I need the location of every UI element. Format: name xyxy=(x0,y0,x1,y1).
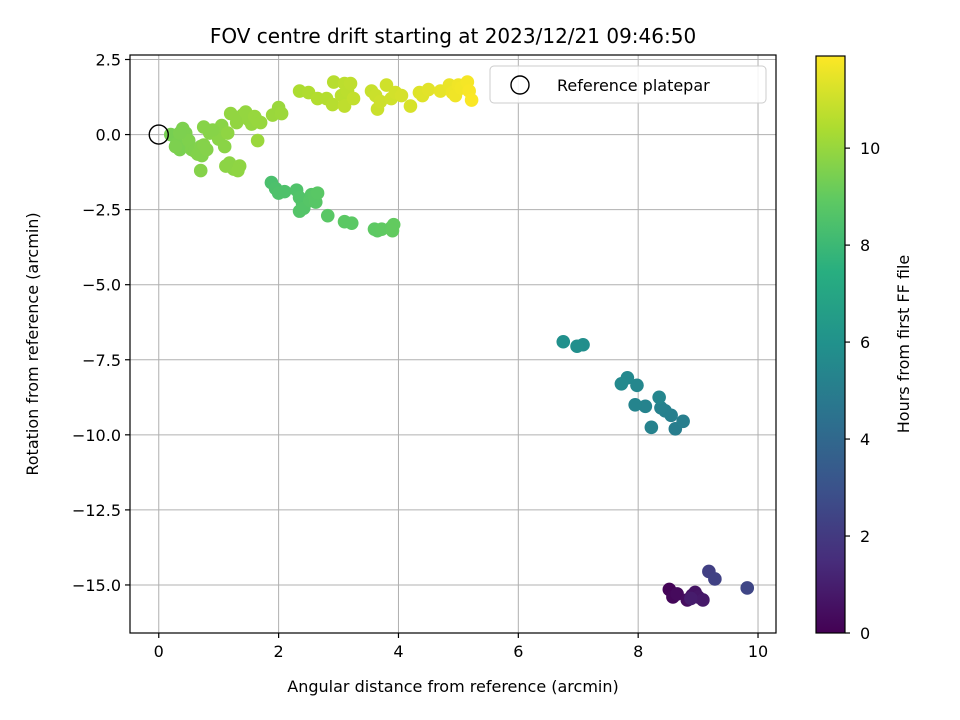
data-point xyxy=(277,184,292,199)
data-point xyxy=(346,91,361,106)
data-points xyxy=(148,75,755,607)
colorbar-tick-label: 4 xyxy=(860,430,870,449)
data-point xyxy=(326,75,341,89)
data-point xyxy=(670,587,684,601)
y-axis-label: Rotation from reference (arcmin) xyxy=(23,212,42,475)
y-tick-label: −7.5 xyxy=(82,351,121,370)
colorbar-tick-label: 2 xyxy=(860,527,870,546)
y-tick-label: 0.0 xyxy=(96,126,121,145)
data-point xyxy=(217,139,232,154)
data-point xyxy=(193,163,208,178)
data-point xyxy=(344,216,359,230)
y-tick-label: 2.5 xyxy=(96,51,121,70)
data-point xyxy=(464,93,479,107)
y-tick-label: −5.0 xyxy=(82,276,121,295)
data-point xyxy=(644,420,659,435)
data-point xyxy=(696,593,710,607)
data-point xyxy=(199,142,214,157)
data-point xyxy=(205,123,220,137)
data-point xyxy=(394,88,409,103)
data-point xyxy=(320,208,335,223)
colorbar: 0 2 4 6 8 10 Hours from first FF file xyxy=(815,55,913,643)
colorbar-ticks: 0 2 4 6 8 10 xyxy=(845,139,880,643)
data-point xyxy=(337,99,352,113)
x-tick-label: 6 xyxy=(513,642,523,661)
data-point xyxy=(556,334,571,349)
data-point xyxy=(250,133,265,148)
legend: Reference platepar xyxy=(489,65,767,104)
data-point xyxy=(614,376,629,391)
data-point xyxy=(652,390,666,405)
data-point xyxy=(421,82,436,97)
y-tick-label: −12.5 xyxy=(72,501,121,520)
colorbar-tick-label: 8 xyxy=(860,236,870,255)
data-point xyxy=(570,339,584,354)
x-axis-label: Angular distance from reference (arcmin) xyxy=(287,677,618,696)
data-point xyxy=(343,76,358,91)
legend-label-reference: Reference platepar xyxy=(557,76,710,95)
data-point xyxy=(740,581,755,595)
data-point xyxy=(403,99,418,113)
colorbar-tick-label: 10 xyxy=(860,139,880,158)
data-point xyxy=(172,126,187,140)
data-point xyxy=(274,106,289,121)
x-tick-label: 4 xyxy=(393,642,403,661)
data-point xyxy=(325,97,340,112)
y-tick-label: −2.5 xyxy=(82,201,121,220)
x-tick-label: 2 xyxy=(274,642,284,661)
data-point xyxy=(708,572,722,586)
plot-frame xyxy=(129,54,777,634)
colorbar-gradient xyxy=(815,55,846,634)
y-tick-label: −15.0 xyxy=(72,576,121,595)
reference-marker xyxy=(148,124,169,145)
data-point xyxy=(628,398,642,412)
data-point xyxy=(231,163,245,178)
data-point xyxy=(676,414,690,429)
legend-box xyxy=(489,65,767,104)
data-point xyxy=(638,399,653,414)
data-point xyxy=(684,591,698,606)
x-tick-label: 8 xyxy=(633,642,643,661)
data-point xyxy=(168,139,183,154)
y-tick-label: −10.0 xyxy=(72,426,121,445)
data-point xyxy=(379,78,394,92)
x-tick-label: 10 xyxy=(748,642,768,661)
data-point xyxy=(253,115,268,130)
data-point xyxy=(630,378,644,393)
data-point xyxy=(373,94,388,109)
colorbar-tick-label: 6 xyxy=(860,333,870,352)
x-tick-label: 0 xyxy=(154,642,164,661)
data-point xyxy=(310,186,325,200)
axis-ticks: 0 2 4 6 8 10 2.5 0.0 −2.5 −5.0 −7.5 −10.0 −12.5 −15.0 xyxy=(72,51,768,661)
colorbar-tick-label: 0 xyxy=(860,624,870,643)
chart-title: FOV centre drift starting at 2023/12/21 … xyxy=(210,24,696,48)
legend-marker-reference xyxy=(510,75,530,95)
colorbar-label: Hours from first FF file xyxy=(894,255,913,434)
data-point xyxy=(220,126,235,140)
data-point xyxy=(654,401,668,415)
data-point xyxy=(385,223,400,238)
